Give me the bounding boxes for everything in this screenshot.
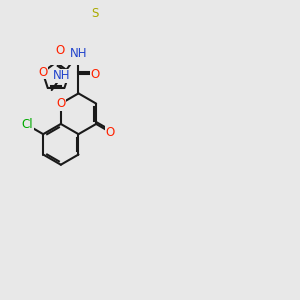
Text: O: O	[106, 126, 115, 139]
Text: O: O	[38, 66, 47, 79]
Text: NH: NH	[70, 47, 87, 60]
Text: O: O	[56, 44, 65, 57]
Text: O: O	[56, 97, 65, 110]
Text: NH: NH	[53, 69, 71, 82]
Text: Cl: Cl	[21, 118, 33, 131]
Text: S: S	[91, 8, 98, 20]
Text: O: O	[90, 68, 100, 81]
